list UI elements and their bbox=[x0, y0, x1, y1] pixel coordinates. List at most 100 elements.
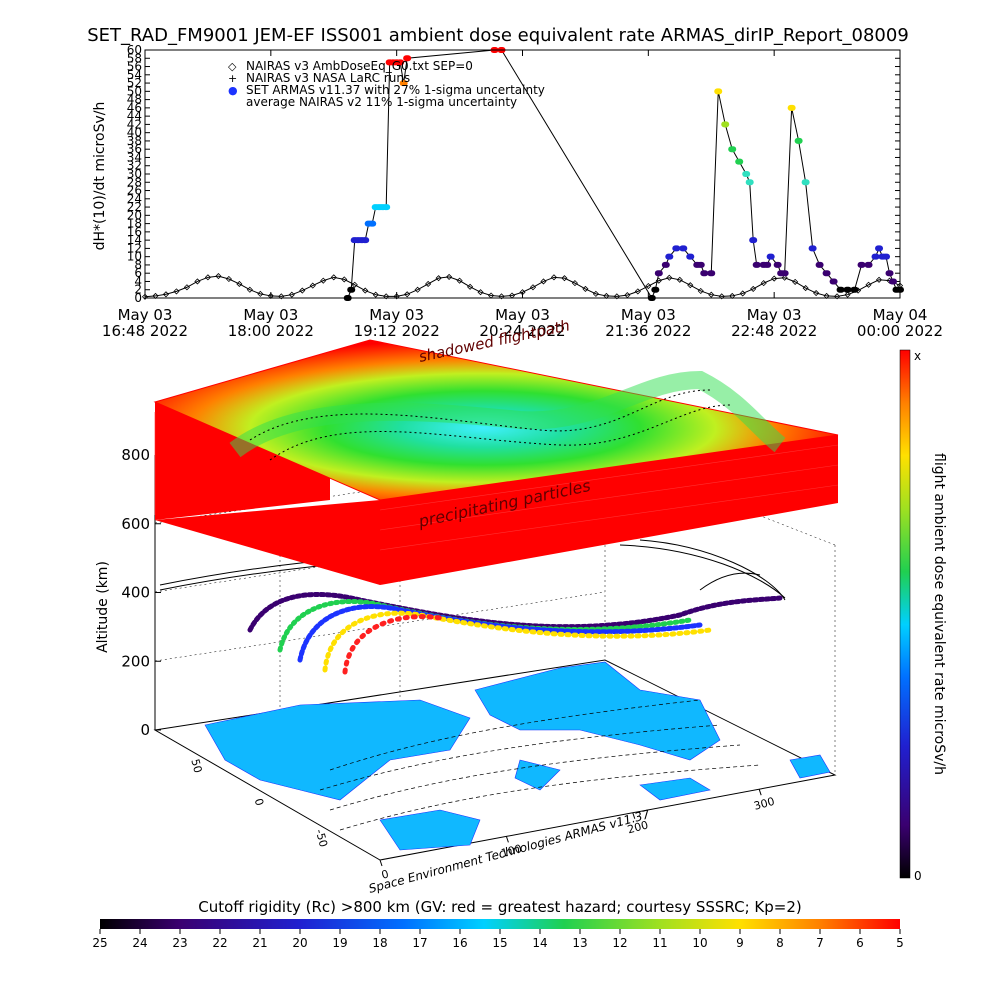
armas-point bbox=[882, 253, 891, 260]
armas-point bbox=[808, 245, 817, 252]
nairas-point bbox=[582, 285, 589, 292]
armas-point bbox=[686, 253, 695, 260]
nairas-point bbox=[288, 291, 295, 298]
rigidity-tick-label: 7 bbox=[816, 936, 824, 950]
nairas-point bbox=[760, 280, 767, 287]
chart-title: SET_RAD_FM9001 JEM-EF ISS001 ambient dos… bbox=[87, 25, 909, 46]
legend: ◇ NAIRAS v3 AmbDoseEq_G0.txt SEP=0 + NAIRAS… bbox=[228, 59, 545, 109]
armas-point bbox=[403, 55, 412, 62]
latitude-ticks: 50 0 -50 bbox=[188, 758, 330, 849]
lon-tick bbox=[379, 859, 383, 867]
x-tick-label-time: 21:36 2022 bbox=[605, 322, 691, 340]
slab-side-stripes bbox=[154, 412, 839, 551]
armas-point bbox=[399, 80, 408, 87]
armas-point bbox=[665, 253, 674, 260]
rigidity-tick-label: 18 bbox=[372, 936, 387, 950]
legend-label: average NAIRAS v2 11% 1-sigma uncertaint… bbox=[246, 95, 517, 109]
rigidity-tick-label: 10 bbox=[692, 936, 707, 950]
nairas-point bbox=[225, 275, 232, 283]
rigidity-tick-label: 19 bbox=[332, 936, 347, 950]
x-tick-label-time: 00:00 2022 bbox=[857, 322, 943, 340]
nairas-point bbox=[613, 293, 620, 300]
nairas-point bbox=[477, 289, 484, 296]
armas-point bbox=[773, 261, 782, 268]
nairas-point bbox=[498, 293, 505, 300]
y-tick-label: 28 bbox=[127, 175, 142, 189]
armas-point bbox=[780, 270, 789, 277]
rigidity-tick-label: 8 bbox=[776, 936, 784, 950]
rigidity-tick-label: 12 bbox=[612, 936, 627, 950]
armas-point bbox=[889, 278, 898, 285]
armas-point bbox=[707, 270, 716, 277]
cutoff-rigidity-gradient bbox=[100, 919, 900, 929]
y-tick-label: 42 bbox=[127, 117, 142, 131]
y-tick-label: 60 bbox=[127, 43, 142, 57]
cutoff-rigidity-title: Cutoff rigidity (Rc) >800 km (GV: red = … bbox=[198, 898, 801, 916]
y-tick-label: 38 bbox=[127, 134, 142, 148]
rigidity-tick-label: 20 bbox=[292, 936, 307, 950]
nairas-point bbox=[194, 278, 201, 285]
armas-point bbox=[382, 204, 391, 211]
x-tick-label-date: May 04 bbox=[873, 306, 928, 324]
nairas-point bbox=[540, 278, 547, 285]
nairas-point bbox=[634, 288, 641, 295]
x-tick-label-date: May 03 bbox=[495, 306, 550, 324]
y-tick-label: 20 bbox=[127, 208, 142, 222]
nairas-point bbox=[771, 275, 778, 282]
y-tick-label: 6 bbox=[134, 266, 142, 280]
z-tick-label: 0 bbox=[140, 721, 150, 739]
x-tick-label-time: 20:24 2022 bbox=[479, 322, 565, 340]
armas-point bbox=[742, 171, 751, 177]
dose-slab: shadowed flightpath precipitating partic… bbox=[153, 316, 839, 585]
y-tick-label: 52 bbox=[127, 76, 142, 90]
nairas-point bbox=[655, 277, 662, 284]
y-tick-label: 56 bbox=[127, 60, 142, 74]
nairas-point bbox=[802, 285, 809, 292]
armas-point bbox=[700, 270, 709, 277]
armas-point bbox=[661, 261, 670, 268]
y-tick-label: 18 bbox=[127, 217, 142, 231]
longitude-ticks: 0 100 200 300 bbox=[379, 789, 776, 882]
armas-point bbox=[735, 158, 744, 165]
cutoff-rigidity-bar: Cutoff rigidity (Rc) >800 km (GV: red = … bbox=[92, 898, 903, 950]
x-tick-label-date: May 03 bbox=[747, 306, 802, 324]
armas-point bbox=[850, 286, 859, 293]
nairas-point bbox=[393, 293, 400, 300]
y-tick-label: 32 bbox=[127, 159, 142, 173]
armas-point bbox=[361, 237, 370, 244]
nairas-point bbox=[236, 280, 243, 288]
nairas-point bbox=[561, 275, 568, 282]
armas-point bbox=[801, 179, 810, 186]
nairas-point bbox=[162, 291, 170, 298]
nairas-point bbox=[383, 293, 390, 300]
armas-point bbox=[679, 245, 688, 252]
colorbar-gradient bbox=[899, 349, 911, 879]
armas-point bbox=[815, 261, 824, 268]
y-tick-label: 10 bbox=[127, 250, 142, 264]
nairas-point bbox=[204, 274, 211, 281]
armas-point bbox=[752, 261, 761, 268]
3d-orbit-plot: 0 200 400 600 800 Altitude (km) 50 0 -50 0 100 2… bbox=[95, 316, 839, 896]
z-tick-label: 400 bbox=[121, 584, 150, 602]
rigidity-tick-label: 9 bbox=[736, 936, 744, 950]
colorbar-bottom-label: 0 bbox=[914, 869, 922, 883]
y-tick-label: 14 bbox=[127, 233, 142, 247]
lat-tick-label: 50 bbox=[188, 758, 204, 775]
series-markers bbox=[141, 47, 904, 301]
armas-point bbox=[728, 146, 737, 153]
nairas-point bbox=[592, 290, 599, 297]
y-tick-label: 8 bbox=[134, 258, 142, 272]
rigidity-tick-label: 25 bbox=[92, 936, 107, 950]
x-tick-label-date: May 03 bbox=[369, 306, 424, 324]
colorbar-label: flight ambient dose equivalent rate micr… bbox=[931, 453, 947, 775]
nairas-point bbox=[519, 289, 526, 296]
colorbar-top-label: x bbox=[914, 349, 921, 363]
y-tick-label: 50 bbox=[127, 84, 142, 98]
armas-point bbox=[875, 245, 884, 252]
x-tick-label-time: 22:48 2022 bbox=[731, 322, 817, 340]
y-tick-label: 30 bbox=[127, 167, 142, 181]
nairas-point bbox=[739, 290, 746, 297]
continents bbox=[204, 661, 831, 851]
